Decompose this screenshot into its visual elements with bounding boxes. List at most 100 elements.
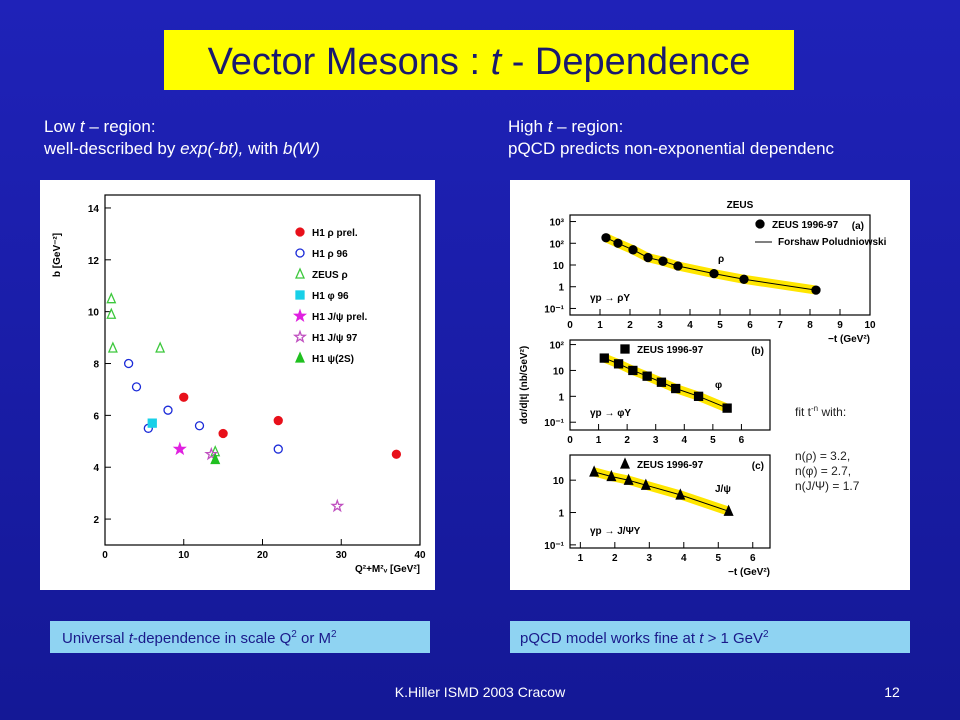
data-point: [589, 465, 600, 477]
chart: 1 2 3 4 5 6 10⁻¹ 1 10 −t (GeV²) (c) γp → J/ΨY J/ψ ZEU…: [544, 454, 771, 578]
data-point: [106, 307, 117, 319]
legend-label: H1 ρ 96: [312, 249, 348, 260]
data-point: [628, 245, 638, 255]
chart: 0 1 2 3 4 5 6 10⁻¹ 1 10 10² dσ/d|t| (nb/GeV²) (b) γp …: [519, 339, 771, 446]
x-tick-label: 7: [777, 320, 783, 331]
data-point: [693, 391, 704, 401]
data-point: [194, 421, 205, 431]
y-axis-label: b [GeV⁻²]: [52, 233, 63, 277]
text-part: exp(-bt),: [180, 139, 243, 158]
data-point: [273, 444, 283, 454]
data-point: [671, 383, 681, 394]
text-part: t: [80, 117, 86, 136]
caption-box: [510, 621, 910, 653]
text-part: – region:: [552, 117, 623, 136]
plot-frame: [569, 339, 771, 431]
x-tick-label: 2: [627, 320, 633, 331]
x-axis-label: −t (GeV²): [828, 334, 870, 345]
text-part: 2: [291, 629, 297, 640]
y-tick-label: 10: [553, 261, 565, 272]
data-point: [658, 256, 668, 266]
y-tick-label: 10⁻¹: [544, 541, 564, 552]
left-text: Low t – region:: [44, 117, 156, 136]
x-tick-label: 30: [336, 550, 348, 561]
data-point: [643, 252, 653, 263]
text-part: Universal: [62, 630, 129, 647]
data-point: [601, 233, 611, 243]
x-tick-label: 3: [653, 435, 659, 446]
data-point: [613, 238, 623, 248]
y-tick-label: 10³: [550, 218, 565, 229]
data-point: [179, 392, 189, 402]
right-text: High t – region:: [508, 117, 623, 136]
data-point: [155, 341, 166, 353]
text-part: 2: [331, 629, 337, 640]
legend-label: H1 φ 96: [312, 291, 349, 302]
fit-note-line: n(J/Ψ) = 1.7: [795, 479, 860, 493]
y-tick-label: 1: [558, 283, 564, 294]
data-point: [163, 405, 173, 415]
data-point: [106, 292, 117, 304]
x-tick-label: 2: [612, 553, 618, 564]
y-tick-label: 10²: [550, 341, 565, 352]
text-part: t: [129, 630, 134, 647]
data-point: [107, 341, 118, 353]
text-part: with: [243, 139, 283, 158]
data-point: [218, 428, 228, 439]
y-tick-label: 10: [553, 366, 565, 377]
process-label: γp → ρY: [590, 293, 630, 304]
data-point: [123, 358, 134, 369]
text-part: t: [548, 117, 554, 136]
legend-marker: [295, 227, 305, 237]
x-tick-label: 1: [578, 553, 584, 564]
fit-curve: [593, 471, 729, 512]
chart-title: ZEUS: [727, 200, 754, 211]
left-figure: [40, 180, 435, 590]
text-part: b(W): [283, 139, 320, 158]
title-part: - Dependence: [501, 41, 750, 83]
y-tick-label: 1: [558, 392, 564, 403]
annotation: J/ψ: [715, 484, 731, 495]
y-tick-label: 14: [88, 204, 100, 215]
title-part: Vector Mesons :: [208, 41, 491, 83]
x-tick-label: 4: [681, 553, 687, 564]
y-tick-label: 10⁻¹: [544, 418, 564, 429]
legend-label: ZEUS ρ: [312, 270, 348, 281]
data-point: [613, 359, 624, 369]
x-tick-label: 40: [414, 550, 426, 561]
x-tick-label: 20: [257, 550, 269, 561]
y-axis-label: dσ/d|t| (nb/GeV²): [519, 346, 530, 425]
y-tick-label: 10: [88, 308, 100, 319]
x-tick-label: 1: [597, 320, 603, 331]
left-caption: Universal t-dependence in scale Q2 or M2: [62, 629, 337, 647]
legend-marker: [292, 308, 308, 322]
x-axis-label: Q²+M²ᵥ [GeV²]: [355, 564, 420, 575]
x-tick-label: 10: [178, 550, 190, 561]
y-tick-label: 8: [93, 360, 99, 371]
text-part: -dependence in scale Q: [133, 630, 291, 647]
fit-note-line: n(φ) = 2.7,: [795, 464, 851, 478]
y-tick-label: 1: [558, 509, 564, 520]
legend-marker: [620, 344, 630, 354]
x-tick-label: 3: [647, 553, 653, 564]
right-figure: [510, 180, 910, 590]
text-part: or M: [297, 630, 331, 647]
x-tick-label: 3: [657, 320, 663, 331]
model-label: Forshaw Poludniowski: [778, 237, 887, 248]
plot-frame: [569, 454, 771, 549]
data-point: [723, 504, 734, 516]
data-point: [739, 274, 749, 284]
x-tick-label: 6: [739, 435, 745, 446]
legend-label: H1 J/ψ prel.: [312, 312, 368, 323]
chart: 0 1 2 3 4 5 6 7 8 9 10 10⁻¹ 1 10 10² 10³ −t (GeV²) ZEUS (a…: [544, 200, 886, 345]
fit-note-line: n(ρ) = 3.2,: [795, 449, 850, 463]
x-tick-label: 10: [864, 320, 876, 331]
text-part: – region:: [85, 117, 156, 136]
data-point: [640, 478, 651, 490]
data-point: [273, 415, 283, 426]
x-tick-label: 8: [807, 320, 813, 331]
legend-marker: [295, 290, 305, 300]
x-tick-label: 0: [567, 320, 573, 331]
data-point: [628, 365, 638, 376]
